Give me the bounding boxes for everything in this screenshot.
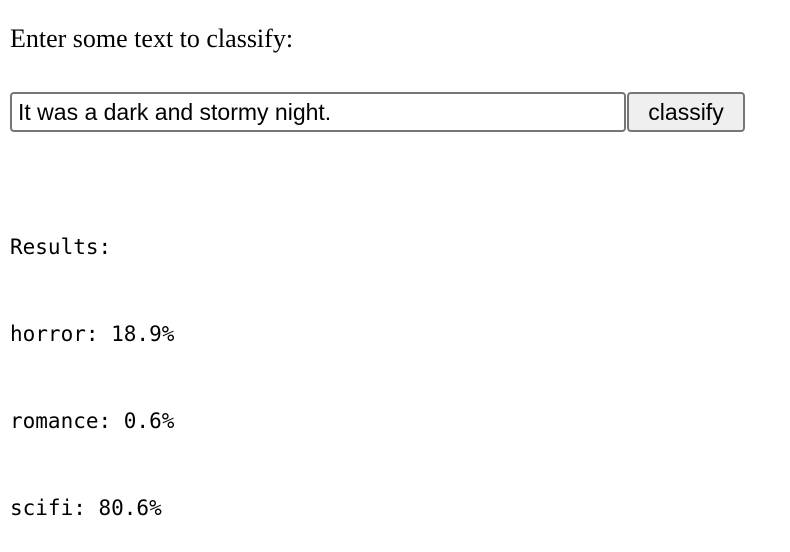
prompt-label: Enter some text to classify: bbox=[10, 24, 294, 53]
results-heading: Results: bbox=[10, 235, 112, 259]
result-line-scifi: scifi: 80.6% bbox=[10, 496, 162, 520]
text-input[interactable] bbox=[10, 92, 626, 132]
classify-form: classify bbox=[10, 92, 745, 132]
results-output: Results: horror: 18.9% romance: 0.6% sci… bbox=[10, 175, 174, 552]
classify-button[interactable]: classify bbox=[627, 92, 745, 132]
result-line-romance: romance: 0.6% bbox=[10, 409, 175, 433]
result-line-horror: horror: 18.9% bbox=[10, 322, 175, 346]
